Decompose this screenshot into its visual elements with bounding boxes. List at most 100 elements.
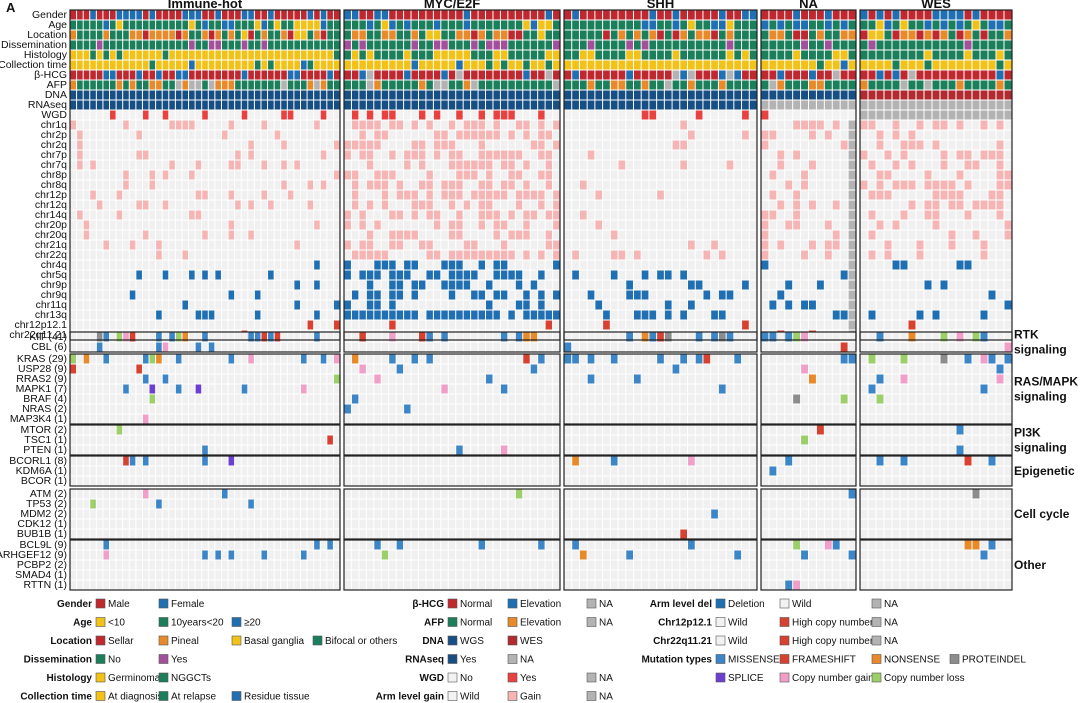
cell-chr20p [672,220,680,230]
cell-cbl [396,342,404,352]
cell-chr12p [281,190,287,200]
cell-histology [972,50,980,60]
cell-chr21q [175,240,182,250]
cell-chr20p [695,220,703,230]
cell-age [374,20,381,30]
cell-chr7p [182,150,189,160]
cell-chr9q [848,290,856,300]
cell-kras [916,354,924,364]
cell-hcg [840,70,848,80]
cell-chr9q [515,290,523,300]
cell-chr1q [618,120,626,130]
cell-chr14q [486,210,493,220]
cell-chr5q [711,270,718,280]
cell-chr20p [116,220,123,230]
cell-dissemination [688,40,695,50]
cell-chr5q [456,270,463,280]
cell-chr21q [77,240,83,250]
cell-afp [508,80,515,90]
cell-kras [142,354,149,364]
cell-kras [448,354,456,364]
cell-chr9p [848,280,856,290]
cell-location [523,30,530,40]
cell-chr1q [307,120,314,130]
cell-mapk1 [876,384,884,394]
cell-gender [129,10,136,20]
cell-chr5q [545,270,553,280]
cell-braf [261,394,268,404]
cell-wgd [680,110,688,120]
cell-chr7q [956,160,964,170]
cell-chr8p [618,170,626,180]
cell-chr11q [478,300,486,310]
cell-hcg [916,70,924,80]
cell-chr2p [932,130,940,140]
cell-collection-time [287,60,294,70]
cell-chr2p [900,130,908,140]
cell-wgd [123,110,129,120]
cell-dissemination [572,40,579,50]
cell-chr5q [688,270,695,280]
cell-gender [235,10,241,20]
cell-chr12p12-1 [680,320,688,330]
cell-chr12p12-1 [478,320,486,330]
cell-usp28 [136,364,142,374]
cell-rnaseq [254,100,261,110]
cell-chr21q [801,240,808,250]
cell-collection-time [215,60,221,70]
cell-chr1q [801,120,808,130]
cell-dna [320,90,327,100]
cell-chr12p [801,190,808,200]
cell-age [77,20,83,30]
panel-label: A [6,0,16,15]
cell-chr8q [587,180,595,190]
cell-rras2 [359,374,366,384]
cell-chr20q [333,230,340,240]
cell-chr7p [110,150,116,160]
cell-rras2 [136,374,142,384]
cell-chr2q [749,140,757,150]
cell-chr2q [441,140,448,150]
cell-chr20p [189,220,195,230]
cell-dissemination [801,40,808,50]
cell-chr21q [908,240,916,250]
cell-hcg [964,70,972,80]
cell-chr5q [809,270,816,280]
cell-chr5q [500,270,508,280]
cell-dna [649,90,657,100]
cell-chr8p [261,170,268,180]
cell-rnaseq [396,100,404,110]
cell-wgd [189,110,195,120]
cell-mapk1 [680,384,688,394]
cell-chr20p [718,220,726,230]
cell-chr2p [816,130,824,140]
cell-chr7p [884,150,892,160]
cell-chr12q [202,200,208,210]
cell-collection-time [884,60,892,70]
cell-chr5q [916,270,924,280]
cell-cbl [294,342,300,352]
cell-chr4q [241,260,248,270]
cell-rras2 [964,374,972,384]
cell-chr11q [268,300,274,310]
cell-rras2 [314,374,320,384]
cell-dna [70,90,77,100]
cell-wgd [572,110,579,120]
cell-braf [149,394,156,404]
cell-rnaseq [572,100,579,110]
cell-dissemination [83,40,90,50]
cell-collection-time [742,60,749,70]
cell-kras [595,354,603,364]
cell-usp28 [189,364,195,374]
cell-dna [182,90,189,100]
cell-afp [456,80,463,90]
cell-mapk1 [641,384,649,394]
cell-afp [351,80,359,90]
cell-hcg [848,70,856,80]
cell-chr21q [538,240,545,250]
cell-rnaseq [162,100,169,110]
cell-kras [587,354,595,364]
cell-chr9q [478,290,486,300]
cell-chr2q [672,140,680,150]
cell-rnaseq [711,100,718,110]
